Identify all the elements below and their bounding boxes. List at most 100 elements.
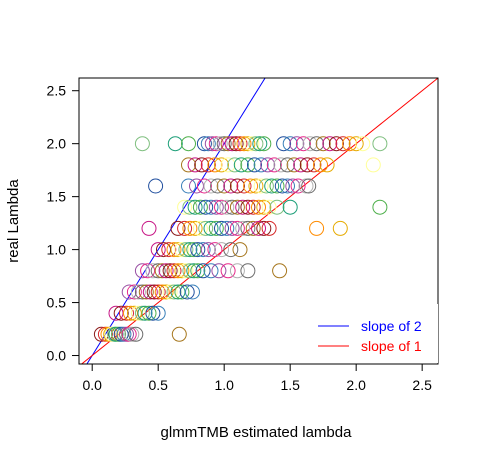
data-point [100,326,116,342]
x-axis: 0.0 0.5 1.0 1.5 2.0 2.5 [82,363,432,393]
data-point [214,199,229,215]
data-point [119,305,134,321]
data-point [365,157,381,173]
data-point [224,220,240,236]
data-point [174,263,190,279]
data-point [232,242,248,258]
data-point [200,242,216,258]
data-point [208,220,224,236]
data-point [295,136,311,152]
data-point [138,284,154,300]
data-point [240,157,256,173]
data-point [240,220,256,236]
legend-box [312,304,438,363]
data-point [113,326,129,342]
data-point [142,284,158,300]
y-tick-label: 2.5 [47,83,67,99]
data-point [261,220,277,236]
y-tick-label: 0.0 [47,348,67,364]
data-point [276,136,292,152]
data-point [170,242,186,258]
x-tick-label: 0.5 [148,377,168,393]
data-point [282,136,298,152]
data-point [162,263,178,279]
data-point [137,305,153,321]
data-point [181,178,196,194]
data-point [130,284,146,300]
data-point [235,220,251,236]
data-point [240,263,256,279]
data-point [195,242,211,258]
data-point [166,242,182,258]
data-point [228,136,244,152]
data-point [260,157,276,173]
data-point [148,178,164,194]
data-points [93,136,388,342]
data-point [236,178,252,194]
data-point [177,220,193,236]
data-point [224,136,240,152]
data-point [154,284,170,300]
data-point [178,263,194,279]
data-point [280,157,295,173]
data-point [181,136,196,152]
x-tick-label: 1.0 [214,377,234,393]
data-point [145,263,161,279]
data-point [192,199,208,215]
data-point [229,178,245,194]
data-point [290,178,306,194]
data-point [113,305,129,321]
data-point [322,136,338,152]
data-point [134,263,150,279]
data-point [372,199,388,215]
data-point [182,199,198,215]
data-point [306,157,322,173]
data-point [256,199,272,215]
data-point [208,199,224,215]
data-point [208,136,224,152]
data-point [216,136,232,152]
data-point [315,136,331,152]
data-point [204,136,220,152]
data-point [220,157,236,173]
data-point [280,178,295,194]
data-point [348,136,364,152]
data-point [187,157,203,173]
data-point [195,263,211,279]
data-point [293,157,309,173]
data-point [119,326,134,342]
data-point [196,178,212,194]
data-point [141,220,157,236]
data-point [372,136,388,152]
data-point [171,326,187,342]
data-point [243,178,259,194]
data-point [186,263,202,279]
data-point [319,157,335,173]
data-point [264,178,280,194]
data-point [182,220,198,236]
x-tick-label: 2.5 [412,377,432,393]
data-point [166,284,182,300]
data-point [266,157,282,173]
data-point [187,220,203,236]
data-point [220,263,236,279]
data-point [203,178,219,194]
data-point [145,305,161,321]
data-point [178,242,194,258]
data-point [179,284,195,300]
data-point [200,157,216,173]
data-point [158,263,174,279]
y-axis-title: real Lambda [5,179,22,263]
data-point [269,178,285,194]
data-point [203,220,219,236]
data-point [256,220,272,236]
data-point [258,178,274,194]
data-point [286,157,302,173]
data-point [219,220,235,236]
data-point [154,263,170,279]
data-point [210,178,226,194]
data-point [355,136,371,152]
data-point [256,136,272,152]
data-point [207,242,223,258]
